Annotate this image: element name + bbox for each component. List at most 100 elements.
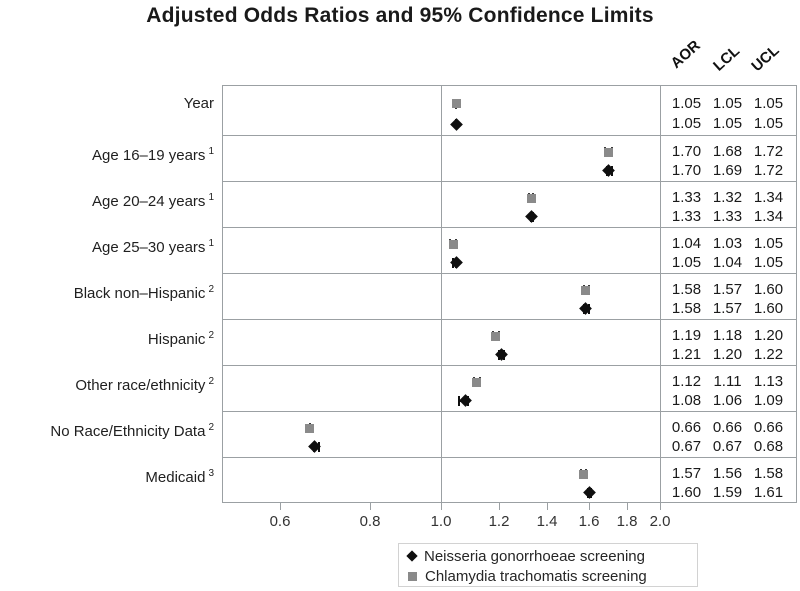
value-cell: 1.05	[671, 95, 702, 112]
axis-tick-label: 1.4	[536, 513, 558, 530]
axis-tick-label: 1.8	[616, 513, 638, 530]
value-cell: 1.33	[712, 208, 743, 225]
value-cell: 1.06	[712, 392, 743, 409]
square-marker-icon	[448, 239, 458, 249]
value-line: 1.05 1.05 1.05	[666, 115, 789, 133]
row-separator	[222, 273, 797, 274]
value-cell: 1.04	[671, 235, 702, 252]
value-cell: 1.20	[753, 327, 784, 344]
value-cell: 1.03	[712, 235, 743, 252]
value-cell: 1.32	[712, 189, 743, 206]
value-cell: 0.68	[753, 438, 784, 455]
footnote-marker: 2	[208, 284, 214, 295]
row-separator	[222, 227, 797, 228]
value-cell: 1.57	[671, 465, 702, 482]
value-line: 1.33 1.32 1.34	[666, 189, 789, 207]
square-marker-icon	[604, 147, 614, 157]
value-cell: 0.66	[671, 419, 702, 436]
footnote-marker: 1	[208, 146, 214, 157]
value-line: 0.67 0.67 0.68	[666, 438, 789, 456]
value-line: 1.12 1.11 1.13	[666, 373, 789, 391]
axis-tick-label: 0.8	[359, 513, 381, 530]
footnote-marker: 2	[208, 376, 214, 387]
chart-title: Adjusted Odds Ratios and 95% Confidence …	[146, 4, 654, 27]
value-cell: 1.34	[753, 189, 784, 206]
legend-item-chlamydia: Chlamydia trachomatis screening	[408, 566, 697, 586]
value-cell: 1.09	[753, 392, 784, 409]
value-cell: 1.05	[712, 115, 743, 132]
value-cell: 1.05	[753, 115, 784, 132]
value-cell: 1.61	[753, 484, 784, 501]
axis-tick	[441, 503, 442, 510]
axis-tick	[660, 503, 661, 510]
row-label: Age 25–30 years 1	[92, 238, 214, 256]
value-cell: 1.59	[712, 484, 743, 501]
value-cell: 1.11	[713, 373, 742, 390]
legend-label: Neisseria gonorrhoeae screening	[424, 547, 645, 565]
row-label: Age 20–24 years 1	[92, 192, 214, 210]
value-cell: 1.60	[753, 281, 784, 298]
row-separator	[222, 411, 797, 412]
row-separator	[222, 365, 797, 366]
value-cell: 0.66	[712, 419, 743, 436]
value-cell: 0.67	[712, 438, 743, 455]
axis-tick	[370, 503, 371, 510]
square-marker-icon	[305, 423, 315, 433]
legend-label: Chlamydia trachomatis screening	[425, 567, 647, 585]
axis-tick-label: 1.2	[488, 513, 510, 530]
column-header-lcl: LCL	[710, 42, 744, 75]
footnote-marker: 1	[208, 192, 214, 203]
axis-tick	[499, 503, 500, 510]
footnote-marker: 2	[208, 422, 214, 433]
value-cell: 1.08	[671, 392, 702, 409]
value-cell: 1.60	[753, 300, 784, 317]
value-cell: 1.34	[753, 208, 784, 225]
value-cell: 1.33	[671, 208, 702, 225]
value-cell: 1.70	[671, 162, 702, 179]
row-label: No Race/Ethnicity Data 2	[50, 422, 214, 440]
axis-tick-label: 1.0	[430, 513, 452, 530]
row-separator	[222, 319, 797, 320]
value-cell: 1.60	[671, 484, 702, 501]
value-cell: 1.05	[671, 115, 702, 132]
diamond-icon	[406, 550, 418, 562]
axis-tick-label: 1.6	[578, 513, 600, 530]
value-cell: 1.05	[753, 95, 784, 112]
value-line: 1.58 1.57 1.60	[666, 281, 789, 299]
value-line: 1.05 1.04 1.05	[666, 254, 789, 272]
row-label: Black non–Hispanic 2	[73, 284, 214, 302]
value-cell: 1.22	[753, 346, 784, 363]
value-line: 1.70 1.69 1.72	[666, 162, 789, 180]
legend-item-neisseria: Neisseria gonorrhoeae screening	[406, 546, 697, 566]
value-cell: 1.57	[712, 300, 743, 317]
value-cell: 1.04	[712, 254, 743, 271]
footnote-marker: 3	[208, 468, 214, 479]
axis-tick	[547, 503, 548, 510]
column-header-aor: AOR	[667, 37, 704, 72]
value-cell: 1.58	[671, 281, 702, 298]
value-cell: 1.05	[753, 235, 784, 252]
axis-tick	[627, 503, 628, 510]
row-label: Year	[183, 95, 214, 112]
square-marker-icon	[451, 99, 461, 108]
value-line: 1.19 1.18 1.20	[666, 327, 789, 345]
value-cell: 1.12	[671, 373, 702, 390]
row-separator	[222, 135, 797, 136]
value-cell: 1.68	[712, 143, 743, 160]
value-line: 1.21 1.20 1.22	[666, 346, 789, 364]
values-column-divider	[660, 85, 661, 503]
column-header-ucl: UCL	[748, 41, 783, 76]
value-cell: 1.33	[671, 189, 702, 206]
footnote-marker: 1	[208, 238, 214, 249]
value-line: 1.05 1.05 1.05	[666, 95, 789, 113]
value-cell: 1.58	[671, 300, 702, 317]
square-marker-icon	[472, 377, 482, 387]
value-cell: 1.19	[671, 327, 702, 344]
axis-tick	[280, 503, 281, 510]
value-cell: 1.70	[671, 143, 702, 160]
row-label: Age 16–19 years 1	[92, 146, 214, 164]
square-marker-icon	[526, 193, 536, 203]
square-marker-icon	[579, 469, 589, 479]
panel-border	[222, 85, 797, 503]
value-line: 0.66 0.66 0.66	[666, 419, 789, 437]
